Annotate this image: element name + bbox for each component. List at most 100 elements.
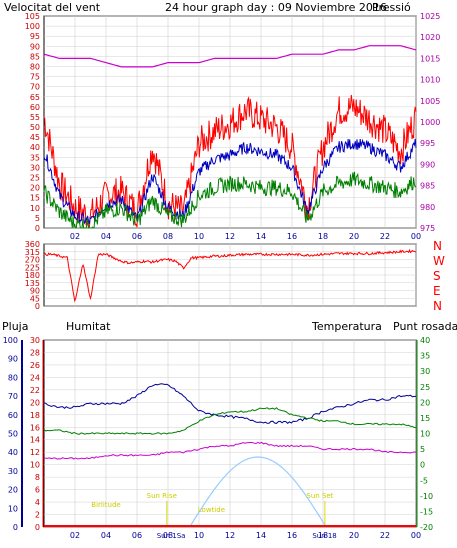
annotation-sunset: Sun Set xyxy=(306,492,333,500)
low-x-tick-label: 10 xyxy=(194,531,204,540)
dir-y-tick-label: 90 xyxy=(30,287,40,296)
rain-y-tick-label: 18 xyxy=(30,411,40,420)
rain-y-tick-label: 12 xyxy=(30,448,40,457)
pressure-label: Pressió xyxy=(372,1,411,14)
dir-y-tick-label: 0 xyxy=(35,302,40,311)
wind-y-tick-label: 45 xyxy=(30,133,40,142)
rain-y-tick-label: 30 xyxy=(30,336,40,345)
wind-speed-label: Velocitat del vent xyxy=(4,1,101,14)
pressure-y-tick-label: 990 xyxy=(420,160,435,169)
temp-y-tick-label: 0 xyxy=(420,461,425,470)
rain-y-tick-label: 28 xyxy=(30,348,40,357)
temperature-label: Temperatura xyxy=(311,320,382,333)
temp-y-tick-label: -5 xyxy=(420,476,428,485)
wind-panel: 0510152025303540455055606570758085909510… xyxy=(25,12,441,241)
humidity-label: Humitat xyxy=(66,320,111,333)
humidity-y-tick-label: 70 xyxy=(8,392,18,401)
wind-x-tick-label: 10 xyxy=(194,232,204,241)
rain-y-tick-label: 24 xyxy=(30,373,40,382)
pressure-y-tick-label: 1025 xyxy=(420,12,440,21)
wind-y-tick-label: 95 xyxy=(30,32,40,41)
temp-y-tick-label: 40 xyxy=(420,336,430,345)
low-x-tick-label: 08 xyxy=(163,531,173,540)
low-x-tick-label: 02 xyxy=(70,531,80,540)
low-x-tick-label: 00 xyxy=(411,531,421,540)
lower-series-line-2 xyxy=(43,441,417,460)
temp-y-tick-label: 35 xyxy=(420,352,430,361)
pressure-y-tick-label: 1020 xyxy=(420,33,440,42)
rain-y-tick-label: 6 xyxy=(35,486,40,495)
low-x-tick-label: 12 xyxy=(225,531,235,540)
rain-y-tick-label: 4 xyxy=(35,498,40,507)
temp-y-tick-label: 30 xyxy=(420,367,430,376)
compass-letter: N xyxy=(433,239,442,253)
pressure-y-tick-label: 1005 xyxy=(420,97,440,106)
dir-y-tick-label: 360 xyxy=(25,240,40,249)
pressure-y-tick-label: 995 xyxy=(420,139,435,148)
pressure-y-tick-label: 985 xyxy=(420,182,435,191)
compass-letter: S xyxy=(433,269,441,283)
temp-y-tick-label: 25 xyxy=(420,383,430,392)
pressure-y-tick-label: 1010 xyxy=(420,76,440,85)
humidity-y-tick-label: 30 xyxy=(8,467,18,476)
low-x-tick-label: 18 xyxy=(318,531,328,540)
dir-y-tick-label: 135 xyxy=(25,279,40,288)
rain-y-tick-label: 0 xyxy=(35,523,40,532)
rain-y-tick-label: 26 xyxy=(30,361,40,370)
compass-letter: W xyxy=(433,254,445,268)
lower-series-line-0 xyxy=(43,383,417,424)
wind-x-tick-label: 18 xyxy=(318,232,328,241)
humidity-y-tick-label: 90 xyxy=(8,355,18,364)
rain-y-tick-label: 22 xyxy=(30,386,40,395)
pressure-y-tick-label: 975 xyxy=(420,224,435,233)
rain-y-tick-label: 2 xyxy=(35,511,40,520)
pressure-y-tick-label: 1000 xyxy=(420,118,440,127)
chart-title: 24 hour graph day : 09 Noviembre 2016 xyxy=(165,1,387,14)
wind-x-tick-label: 04 xyxy=(101,232,111,241)
wind-y-tick-label: 0 xyxy=(35,224,40,233)
wind-y-tick-label: 85 xyxy=(30,52,40,61)
wind-y-tick-label: 25 xyxy=(30,174,40,183)
wind-x-tick-label: 14 xyxy=(256,232,266,241)
wind-y-tick-label: 80 xyxy=(30,62,40,71)
humidity-y-tick-label: 40 xyxy=(8,448,18,457)
temp-y-tick-label: 15 xyxy=(420,414,430,423)
low-x-tick-label: 06 xyxy=(132,531,142,540)
annotation-sunrise: Sun Rise xyxy=(147,492,177,500)
humidity-y-tick-label: 0 xyxy=(13,523,18,532)
wind-series-line-0 xyxy=(43,94,417,229)
wind-y-tick-label: 90 xyxy=(30,42,40,51)
sun-elevation-arc xyxy=(189,456,327,528)
wind-y-tick-label: 40 xyxy=(30,143,40,152)
wind-y-tick-label: 70 xyxy=(30,83,40,92)
wind-y-tick-label: 30 xyxy=(30,163,40,172)
sunrise-time-label: Sun 1Sa xyxy=(157,532,186,540)
annotation-moonrise: Birlitude xyxy=(91,501,120,509)
dir-y-tick-label: 45 xyxy=(30,294,40,303)
temp-y-tick-label: 10 xyxy=(420,430,430,439)
wind-y-tick-label: 10 xyxy=(30,204,40,213)
wind-x-tick-label: 08 xyxy=(163,232,173,241)
rain-y-tick-label: 8 xyxy=(35,473,40,482)
low-x-tick-label: 14 xyxy=(256,531,266,540)
wind-x-tick-label: 22 xyxy=(380,232,390,241)
low-x-tick-label: 04 xyxy=(101,531,111,540)
humidity-y-tick-label: 50 xyxy=(8,430,18,439)
pressure-y-tick-label: 1015 xyxy=(420,54,440,63)
compass-letter: N xyxy=(433,299,442,313)
wind-y-tick-label: 55 xyxy=(30,113,40,122)
wind-x-tick-label: 20 xyxy=(349,232,359,241)
pressure-y-tick-label: 980 xyxy=(420,203,435,212)
temp-y-tick-label: -20 xyxy=(420,523,433,532)
wind-y-tick-label: 60 xyxy=(30,103,40,112)
wind-series-line-2 xyxy=(43,171,416,229)
lower-series-line-1 xyxy=(43,407,417,435)
rain-y-tick-label: 20 xyxy=(30,398,40,407)
rain-label: Pluja xyxy=(2,320,28,333)
wind-y-tick-label: 65 xyxy=(30,93,40,102)
wind-y-tick-label: 50 xyxy=(30,123,40,132)
lower-panel: 0102030405060708090100024681012141618202… xyxy=(3,336,433,540)
